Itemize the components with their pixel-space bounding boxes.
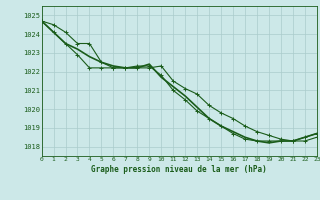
X-axis label: Graphe pression niveau de la mer (hPa): Graphe pression niveau de la mer (hPa) <box>91 165 267 174</box>
